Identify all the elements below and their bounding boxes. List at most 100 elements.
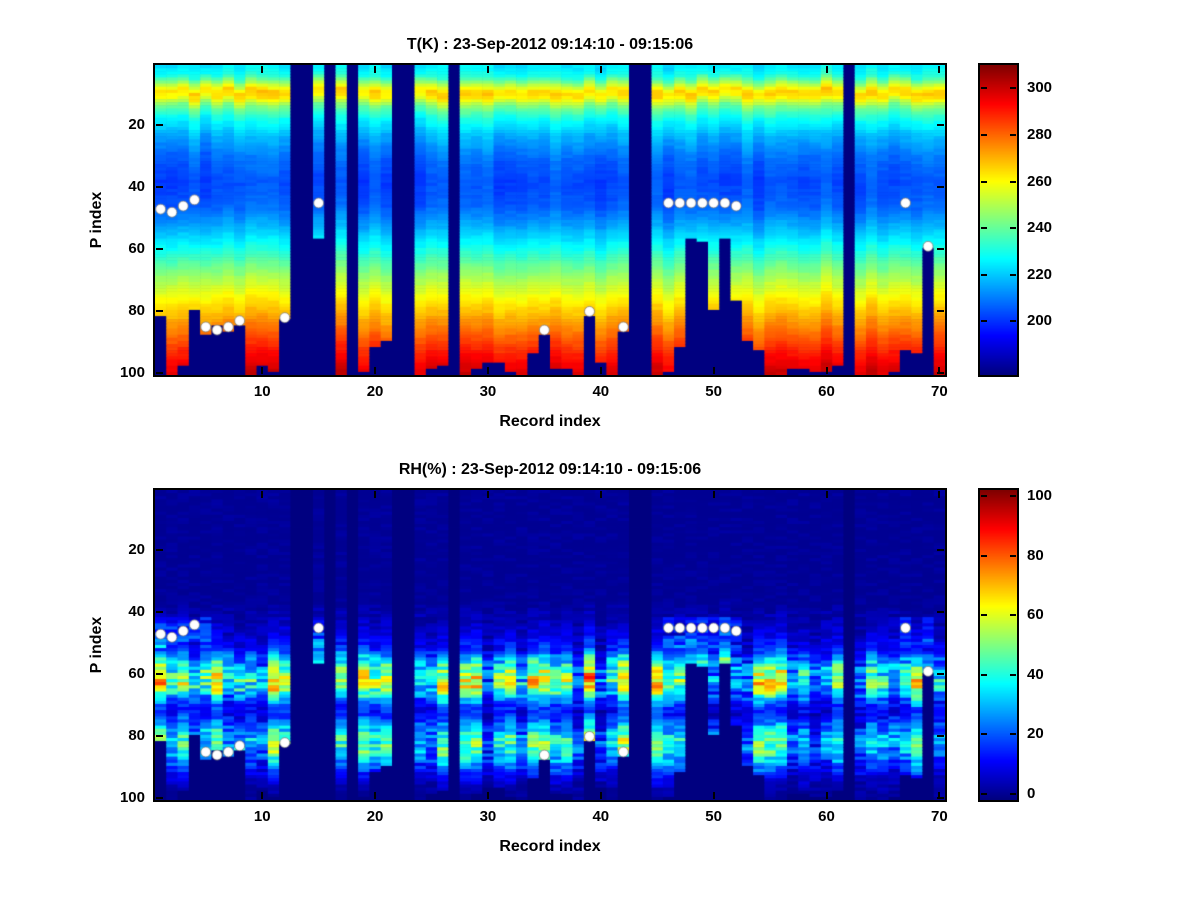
x-tick-label: 60 [818, 383, 835, 400]
colorbar-tick-label: 20 [1027, 725, 1044, 743]
colorbar-tick-label: 0 [1027, 785, 1036, 803]
x-tick-label: 50 [705, 808, 722, 825]
humidity-heatmap-canvas [155, 490, 945, 800]
y-tick-mark [156, 248, 163, 251]
y-tick-label: 100 [119, 789, 145, 807]
y-tick-mark [156, 735, 163, 738]
colorbar-tick-mark [981, 733, 987, 736]
x-tick-mark [599, 792, 602, 799]
y-tick-mark [937, 549, 944, 552]
x-tick-label: 30 [479, 383, 497, 400]
temperature-plot-title: T(K) : 23-Sep-2012 09:14:10 - 09:15:06 [406, 36, 694, 53]
colorbar-tick-mark [1010, 87, 1016, 90]
colorbar-tick-label: 220 [1027, 265, 1053, 283]
colorbar-tick-mark [981, 494, 987, 497]
temperature-colorbar [978, 63, 1019, 377]
colorbar-tick-mark [981, 793, 987, 796]
x-tick-label: 30 [479, 808, 497, 825]
y-tick-label: 40 [128, 178, 145, 196]
colorbar-tick-mark [981, 87, 987, 90]
y-tick-mark [937, 735, 944, 738]
humidity-colorbar-canvas [980, 490, 1017, 800]
x-tick-mark [261, 367, 264, 374]
x-tick-mark [712, 367, 715, 374]
colorbar-tick-mark [1010, 227, 1016, 230]
colorbar-tick-mark [981, 320, 987, 323]
colorbar-tick-label: 280 [1027, 125, 1053, 143]
humidity-plot-title: RH(%) : 23-Sep-2012 09:14:10 - 09:15:06 [398, 461, 702, 478]
colorbar-tick-label: 40 [1027, 665, 1044, 683]
colorbar-tick-mark [1010, 614, 1016, 617]
y-tick-label: 100 [119, 364, 145, 382]
x-tick-label: 20 [366, 383, 384, 400]
y-tick-mark [156, 186, 163, 189]
y-tick-mark [937, 611, 944, 614]
x-tick-mark [486, 491, 489, 498]
x-tick-mark [261, 792, 264, 799]
colorbar-tick-mark [981, 227, 987, 230]
x-tick-label: 70 [931, 808, 948, 825]
y-tick-mark [937, 797, 944, 800]
colorbar-tick-label: 100 [1027, 486, 1053, 504]
x-tick-mark [938, 491, 941, 498]
colorbar-tick-mark [1010, 320, 1016, 323]
y-tick-label: 60 [128, 240, 145, 258]
y-tick-mark [156, 611, 163, 614]
y-tick-mark [937, 673, 944, 676]
humidity-colorbar [978, 488, 1019, 802]
x-tick-label: 40 [592, 383, 610, 400]
colorbar-tick-mark [981, 133, 987, 136]
x-tick-mark [712, 792, 715, 799]
y-tick-mark [156, 310, 163, 313]
x-tick-mark [938, 66, 941, 73]
colorbar-tick-label: 80 [1027, 546, 1044, 564]
x-tick-label: 10 [253, 383, 271, 400]
x-tick-mark [374, 367, 377, 374]
humidity-x-axis-label: Record index [499, 838, 601, 855]
y-tick-mark [937, 372, 944, 375]
y-tick-mark [156, 549, 163, 552]
colorbar-tick-mark [981, 180, 987, 183]
humidity-heatmap [153, 488, 947, 802]
x-tick-mark [486, 367, 489, 374]
y-tick-label: 60 [128, 665, 145, 683]
x-tick-mark [374, 491, 377, 498]
x-tick-mark [825, 792, 828, 799]
colorbar-tick-mark [1010, 673, 1016, 676]
temperature-colorbar-canvas [980, 65, 1017, 375]
x-tick-mark [825, 367, 828, 374]
colorbar-tick-mark [1010, 494, 1016, 497]
temperature-heatmap-canvas [155, 65, 945, 375]
x-tick-mark [712, 491, 715, 498]
y-tick-label: 40 [128, 603, 145, 621]
colorbar-tick-label: 60 [1027, 606, 1044, 624]
colorbar-tick-label: 200 [1027, 312, 1053, 330]
y-tick-mark [156, 124, 163, 127]
y-tick-mark [937, 186, 944, 189]
colorbar-tick-mark [1010, 133, 1016, 136]
y-tick-mark [937, 310, 944, 313]
x-tick-mark [825, 491, 828, 498]
x-tick-mark [374, 792, 377, 799]
colorbar-tick-mark [1010, 733, 1016, 736]
x-tick-mark [712, 66, 715, 73]
y-tick-mark [156, 797, 163, 800]
colorbar-tick-mark [981, 554, 987, 557]
y-tick-label: 20 [128, 541, 145, 559]
x-tick-mark [938, 792, 941, 799]
colorbar-tick-mark [1010, 793, 1016, 796]
x-tick-label: 60 [818, 808, 835, 825]
x-tick-mark [599, 491, 602, 498]
colorbar-tick-mark [1010, 180, 1016, 183]
x-tick-mark [261, 66, 264, 73]
temperature-x-axis-label: Record index [499, 413, 601, 430]
x-tick-label: 40 [592, 808, 610, 825]
x-tick-label: 50 [705, 383, 722, 400]
y-tick-mark [156, 673, 163, 676]
colorbar-tick-mark [981, 614, 987, 617]
colorbar-tick-mark [981, 673, 987, 676]
temperature-heatmap [153, 63, 947, 377]
x-tick-mark [599, 367, 602, 374]
x-tick-label: 20 [366, 808, 384, 825]
y-tick-label: 20 [128, 116, 145, 134]
